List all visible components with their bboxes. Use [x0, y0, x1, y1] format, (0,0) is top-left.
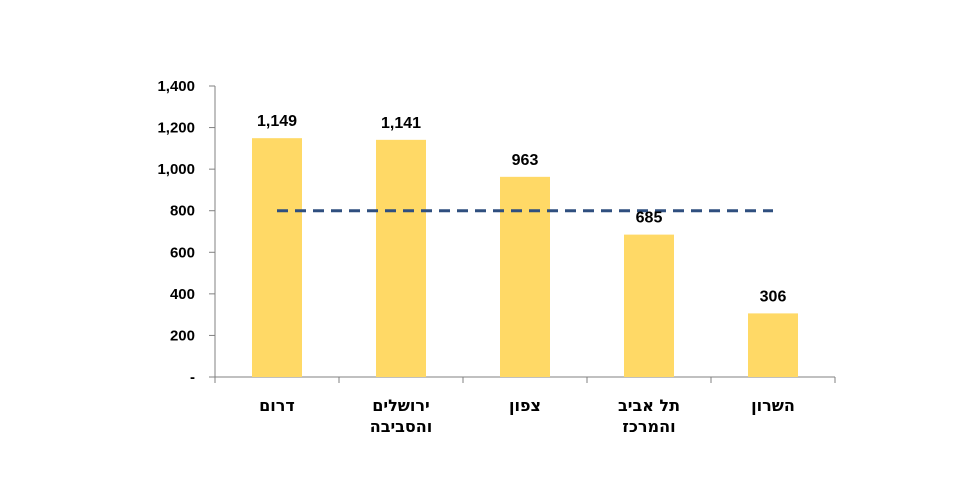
- bar: [500, 176, 550, 377]
- bar: [624, 234, 674, 377]
- y-tick-label: 1,400: [157, 78, 195, 95]
- data-label: 1,149: [257, 113, 297, 130]
- data-label: 685: [636, 210, 663, 227]
- category-label: והמרכז: [622, 417, 675, 436]
- category-labels: דרום ירושלים והסביבה צפון תל אביב והמרכז השרון: [259, 396, 795, 436]
- y-tick-label: 600: [170, 244, 195, 261]
- category-label: דרום: [259, 396, 295, 415]
- bars: [252, 138, 798, 377]
- y-tick-label: 1,000: [157, 161, 195, 178]
- category-label: השרון: [751, 396, 795, 415]
- y-tick-label: 400: [170, 286, 195, 303]
- data-label: 306: [760, 288, 787, 305]
- category-label: תל אביב: [618, 396, 680, 415]
- bar: [376, 139, 426, 377]
- y-tick-label: 800: [170, 203, 195, 220]
- category-label: ירושלים: [372, 396, 430, 415]
- y-axis: - 200 400 600 800 1,000 1,200 1,400: [157, 78, 216, 386]
- bar: [252, 138, 302, 377]
- y-tick-label: 200: [170, 327, 195, 344]
- x-axis: [214, 376, 836, 383]
- category-label: והסביבה: [370, 417, 433, 436]
- category-label: צפון: [509, 396, 541, 415]
- y-tick-label: 1,200: [157, 120, 195, 137]
- y-tick-label: -: [190, 369, 195, 386]
- data-labels: 1,149 1,141 963 685 306: [257, 113, 786, 305]
- data-label: 1,141: [381, 115, 421, 132]
- bar: [748, 313, 798, 377]
- data-label: 963: [512, 152, 539, 169]
